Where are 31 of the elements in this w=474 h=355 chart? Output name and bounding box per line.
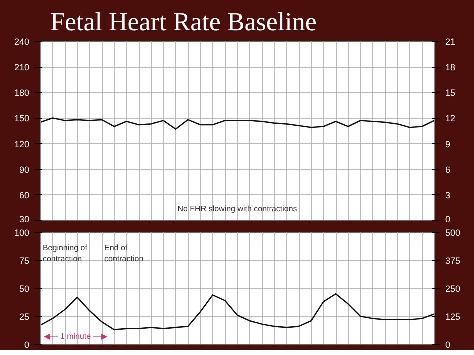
- y-tick-label: 25: [19, 312, 30, 322]
- y2-tick-label: 9: [446, 139, 451, 150]
- y-tick-label: 0: [24, 340, 30, 350]
- annotation: ◀— 1 minute —▶: [44, 332, 108, 342]
- y2-tick-label: 250: [446, 284, 461, 294]
- y2-tick-label: 6: [446, 164, 451, 175]
- y-tick-label: 90: [19, 164, 30, 175]
- line-series: [40, 118, 434, 130]
- y2-tick-label: 3: [446, 190, 451, 200]
- annotation: End of contraction: [104, 244, 144, 264]
- y2-tick-label: 125: [446, 312, 461, 322]
- y2-tick-label: 0: [446, 340, 451, 350]
- y2-tick-label: 375: [446, 256, 461, 266]
- y2-tick-label: 15: [446, 88, 456, 98]
- y-tick-label: 150: [14, 114, 30, 124]
- y2-tick-label: 500: [446, 228, 461, 238]
- y-tick-label: 180: [14, 88, 30, 98]
- y-tick-label: 120: [14, 139, 30, 150]
- y-tick-label: 50: [19, 284, 30, 294]
- y-tick-label: 240: [14, 37, 30, 47]
- y-tick-label: 210: [14, 62, 30, 73]
- chart-title: Fetal Heart Rate Baseline: [50, 8, 317, 36]
- annotation: Beginning of contraction: [42, 244, 88, 264]
- y2-tick-label: 21: [446, 37, 456, 47]
- y-tick-label: 100: [14, 228, 30, 238]
- y2-tick-label: 18: [446, 62, 456, 73]
- y2-tick-label: 12: [446, 114, 456, 124]
- y-tick-label: 75: [19, 256, 30, 266]
- y-tick-label: 60: [19, 190, 30, 200]
- annotation: No FHR slowing with contractions: [178, 204, 298, 214]
- line-series: [40, 293, 434, 331]
